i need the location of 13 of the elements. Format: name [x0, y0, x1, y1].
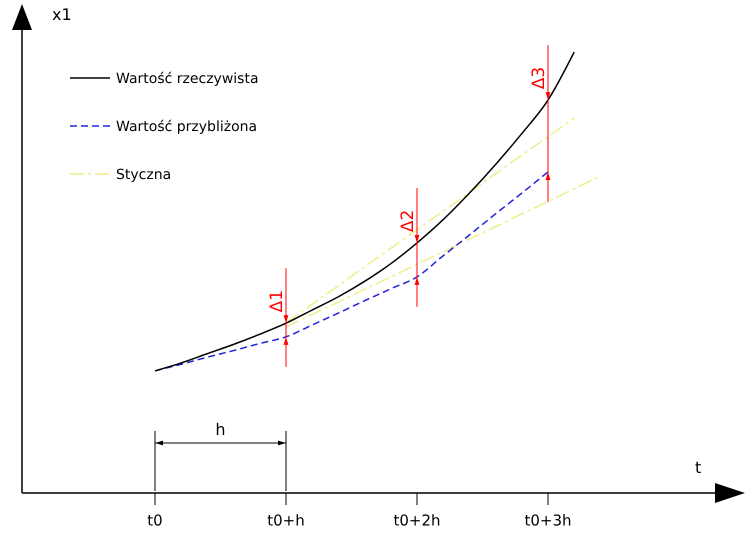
annotation: h — [215, 420, 226, 439]
y-axis-title: x1 — [52, 5, 72, 24]
text: t — [695, 458, 702, 477]
legend-label: Wartość rzeczywista — [116, 71, 259, 87]
x-tick-label: t0+2h — [393, 512, 441, 530]
x-tick-label: t0+h — [267, 512, 305, 530]
annotation: Δ3 — [529, 66, 549, 90]
x-tick-label: t0+3h — [524, 512, 572, 530]
annotation: Δ2 — [398, 210, 418, 232]
legend-label: Wartość przybliżona — [116, 119, 258, 135]
annotation: Δ1 — [267, 290, 287, 312]
legend-label: Styczna — [116, 167, 172, 183]
x-tick-label: t0 — [147, 512, 163, 530]
